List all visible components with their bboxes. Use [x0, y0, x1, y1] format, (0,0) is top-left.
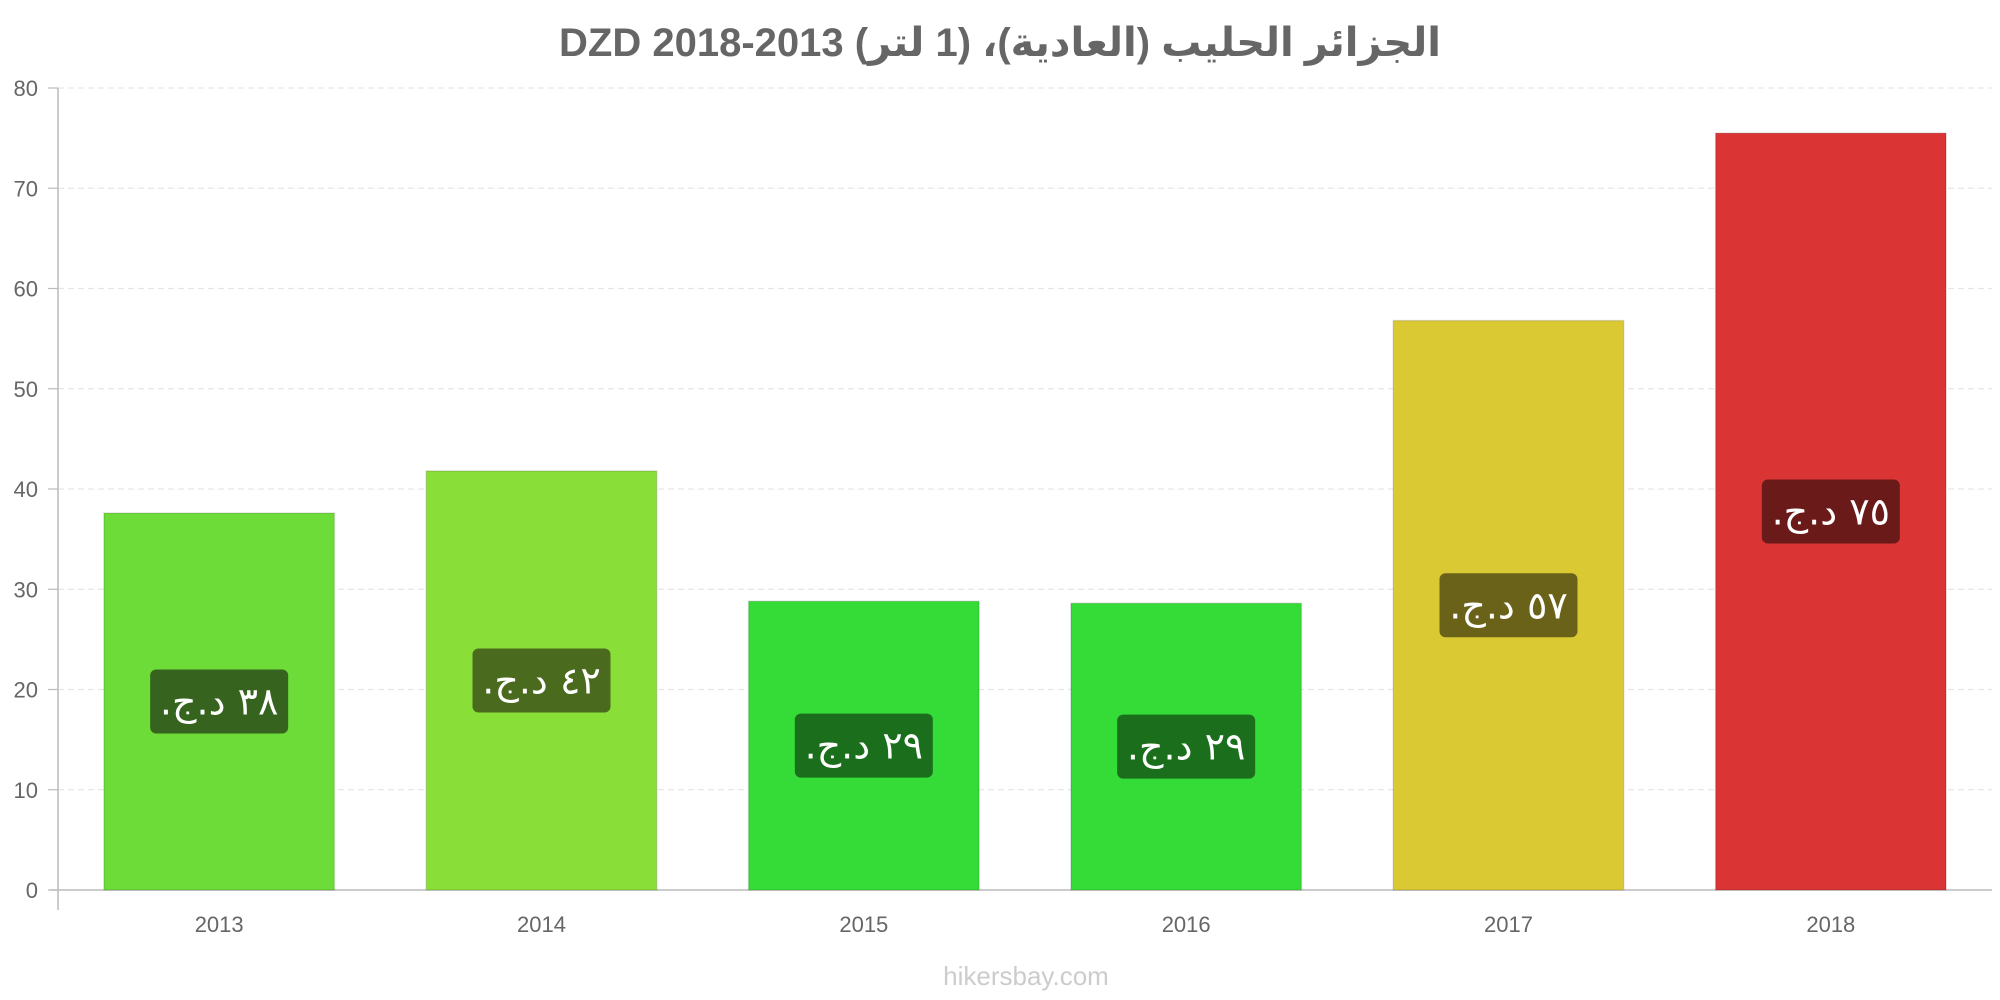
data-label-2017: ٥٧ د.ج.	[1449, 583, 1568, 628]
footer-watermark: hikersbay.com	[943, 961, 1109, 991]
x-tick-label: 2014	[517, 912, 566, 937]
data-label-box	[1117, 714, 1256, 779]
y-tick-label: 60	[14, 277, 38, 302]
y-tick-label: 80	[14, 76, 38, 101]
y-tick-label: 0	[26, 878, 38, 903]
data-label-box	[150, 669, 289, 734]
x-tick-label: 2018	[1806, 912, 1855, 937]
y-tick-label: 40	[14, 477, 38, 502]
data-label-2016: ٢٩ د.ج.	[1127, 725, 1246, 770]
y-tick-label: 10	[14, 778, 38, 803]
data-label-2015: ٢٩ د.ج.	[805, 724, 924, 769]
data-label-box	[794, 713, 933, 778]
y-tick-label: 50	[14, 377, 38, 402]
y-axis-ticks: 0 10 20 30 40 50 60 70 80	[14, 76, 58, 903]
data-label-2018: ٧٥ د.ج.	[1772, 490, 1891, 535]
y-tick-label: 20	[14, 678, 38, 703]
data-label-2013: ٣٨ د.ج.	[160, 680, 279, 725]
data-label-box	[1761, 479, 1900, 544]
x-tick-label: 2015	[839, 912, 888, 937]
data-label-2014: ٤٢ د.ج.	[482, 658, 601, 703]
y-tick-label: 70	[14, 176, 38, 201]
x-tick-label: 2016	[1162, 912, 1211, 937]
x-tick-label: 2017	[1484, 912, 1533, 937]
bars: ٣٨ د.ج. ٤٢ د.ج. ٢٩ د.ج. ٢٩ د.ج. ٥٧ د.ج. ٧٥ د.…	[103, 132, 1947, 891]
chart-title: الجزائر الحليب (العادية)، (1 لتر) DZD 20…	[559, 21, 1441, 66]
data-label-box	[472, 648, 611, 713]
gridlines	[58, 87, 1992, 791]
x-axis-ticks: 2013 2014 2015 2016 2017 2018	[195, 912, 1856, 937]
x-tick-label: 2013	[195, 912, 244, 937]
y-tick-label: 30	[14, 577, 38, 602]
data-label-box	[1439, 573, 1578, 638]
